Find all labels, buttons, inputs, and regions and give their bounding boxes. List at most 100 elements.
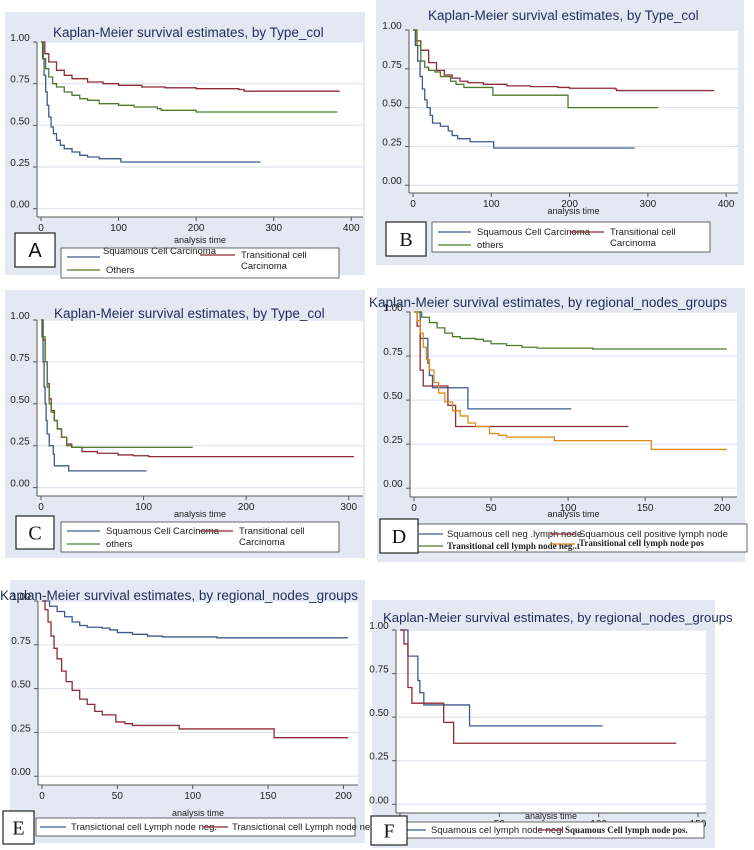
x-tick-label: 200 [188,223,205,234]
survival-curve-0 [413,29,635,149]
panel-d: 0.00 0.25 0.50 0.75 1.00 0 50 100 150 200 analysis… [369,288,748,562]
y-tick-label: 1.00 [383,303,403,314]
chart-f: 0.000.250.500.751.00050100150analysis ti… [369,610,733,846]
x-tick-label: 100 [560,503,577,514]
panel-letter: A [28,240,42,262]
legend-label: Transitional cell [239,526,305,537]
y-tick-label: 1.00 [369,621,389,632]
plot-area [38,601,358,785]
chart-d: 0.00 0.25 0.50 0.75 1.00 0 50 100 150 200 analysis… [369,295,748,554]
panel-letter-box [370,815,408,846]
panel-letter-box [15,515,55,550]
chart-a: 0.00 0.25 0.50 0.75 1.00 0 100 200 300 400 analysi… [10,25,363,279]
y-tick-label: 0.75 [382,60,402,71]
legend-label: Transictional cell Lymph node neg [232,822,375,833]
legend-label: Squamous Cell Carcinoma [103,246,217,257]
y-tick-label: 1.00 [382,21,402,32]
panel-c: 0.00 0.25 0.50 0.75 1.00 0 100 200 300 analysis t… [5,290,365,558]
survival-curve-2 [413,29,659,109]
x-tick-label: 50 [485,503,497,514]
x-tick-label: 100 [184,791,201,802]
legend-label: Carcinoma [239,537,286,548]
y-tick-label: 0.00 [10,479,30,490]
panel-letter-box [14,232,56,268]
chart-title: Kaplan-Meier survival estimates, by Type… [53,25,324,40]
x-tick-label: 100 [483,199,500,210]
y-tick-label: 0.00 [10,200,30,211]
legend-label: Others [106,265,135,276]
y-tick-label: 0.50 [10,395,30,406]
plot-area [410,312,737,497]
legend-label: Transitional cell lymph node neg..t [447,541,580,551]
x-tick-label: 0 [410,199,416,210]
panel-letter-box [379,518,419,554]
legend-box [35,817,356,837]
x-tick-label: 0 [38,502,44,513]
y-tick-label: 0.00 [382,176,402,187]
x-tick-label: 0 [411,503,417,514]
chart-title: Kaplan-Meier survival estimates, by regi… [383,610,733,625]
x-axis-label: analysis time [174,235,226,245]
chart-title: Kaplan-Meier survival estimates, by regi… [0,588,358,603]
y-tick-label: 0.75 [369,665,389,676]
y-tick-label: 0.25 [10,158,30,169]
y-tick-label: 0.25 [369,752,389,763]
survival-curve-1 [413,29,715,92]
chart-title: Kaplan-Meier survival estimates, by Type… [428,8,699,23]
legend-box [60,521,340,553]
plot-area [396,630,706,813]
x-tick-label: 100 [110,223,127,234]
y-tick-label: 0.00 [369,795,389,806]
y-tick-label: 0.50 [11,680,31,691]
chart-b: 0.00 0.25 0.50 0.75 1.00 0 100 200 300 400 analysi… [382,8,738,257]
x-axis-label: analysis time [547,206,599,216]
survival-curve-0 [41,319,147,472]
x-axis-label: analysis time [174,509,226,519]
legend-label: Squamous Cell Carcinoma [477,227,591,238]
x-tick-label: 0 [38,223,44,234]
survival-curve-2 [41,41,338,113]
survival-curve-1 [400,629,677,744]
y-tick-label: 0.75 [10,75,30,86]
legend-label: Squamous Cell lymph node pos. [565,825,688,835]
x-tick-label: 400 [718,199,735,210]
panel-a: 0.00 0.25 0.50 0.75 1.00 0 100 200 300 400 analysi… [5,12,365,279]
legend-box [60,247,340,279]
x-tick-label: 300 [265,223,282,234]
survival-curve-0 [41,41,261,163]
panel-letter: D [392,526,406,548]
y-tick-label: 0.25 [11,723,31,734]
legend-box [431,221,711,253]
panel-b: 0.00 0.25 0.50 0.75 1.00 0 100 200 300 400 analysi… [376,0,744,265]
legend-box [416,523,748,553]
legend-label: Squamous Cell Carcinoma [106,526,220,537]
legend-label: Transitional cell [610,227,676,238]
legend-label: others [477,240,504,251]
survival-curve-2 [41,319,193,449]
survival-curve-3 [414,311,727,451]
legend-label: Squamous cel lymph node negl [431,825,564,836]
y-tick-label: 0.25 [382,137,402,148]
x-tick-label: 150 [637,503,654,514]
chart-c: 0.00 0.25 0.50 0.75 1.00 0 100 200 300 analysis t… [10,306,363,553]
x-tick-label: 200 [714,503,731,514]
y-tick-label: 0.50 [10,116,30,127]
panel-letter: C [28,523,41,545]
y-tick-label: 1.00 [11,592,31,603]
panel-letter-box [385,221,427,257]
legend-label: Carcinoma [610,238,657,249]
legend-label: Transitional cell lymph node pos [579,538,704,548]
x-tick-label: 300 [640,199,657,210]
x-tick-label: 100 [135,502,152,513]
chart-title: Kaplan-Meier survival estimates, by regi… [369,295,727,310]
x-tick-label: 200 [238,502,255,513]
legend-label: others [106,539,133,550]
y-tick-label: 1.00 [10,311,30,322]
legend-label: Transictional cell Lymph node neg. [71,822,217,833]
panel-letter: B [399,229,412,251]
x-tick-label: 400 [343,223,360,234]
legend-label: Squamous cell positive lymph node [579,529,728,540]
survival-curve-0 [42,600,348,639]
y-tick-label: 1.00 [10,33,30,44]
y-tick-label: 0.50 [383,391,403,402]
